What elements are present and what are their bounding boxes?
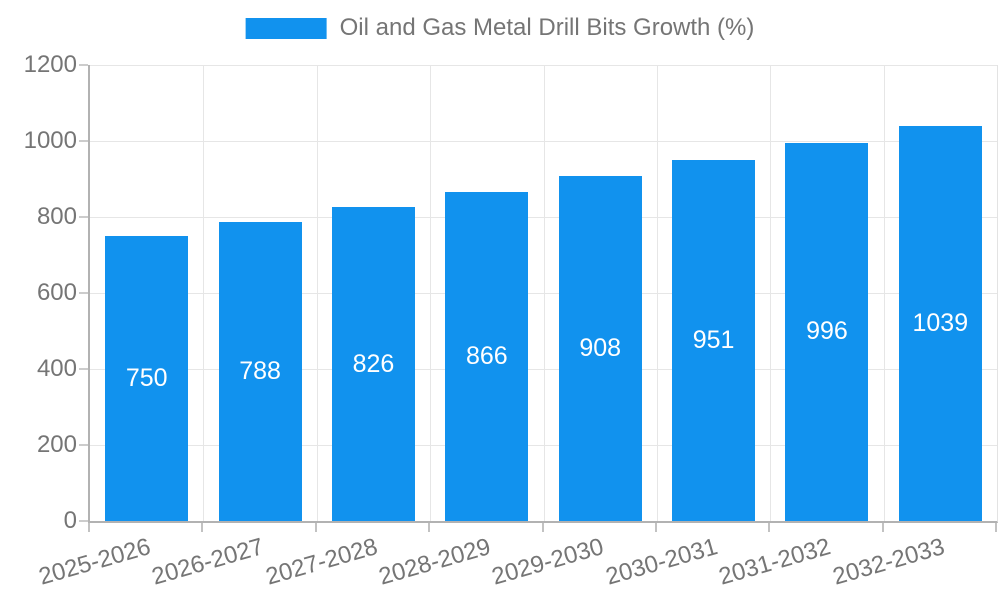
y-axis-tick <box>79 368 88 370</box>
x-axis-tick-label: 2025-2026 <box>35 533 154 591</box>
x-axis-tick <box>541 523 544 532</box>
legend-swatch-icon <box>245 17 327 39</box>
legend-label: Oil and Gas Metal Drill Bits Growth (%) <box>339 14 755 41</box>
x-axis-tick <box>881 523 884 532</box>
y-axis-tick-label: 600 <box>36 279 77 306</box>
x-axis-tick-label: 2026-2027 <box>149 533 267 591</box>
x-gridline <box>883 65 885 521</box>
bar-value-label: 788 <box>239 356 281 385</box>
plot-area: 0 200 400 600 800 1000 1200 750 788 826 866 908 951 9… <box>24 53 998 591</box>
bar-value-label: 1039 <box>912 309 969 338</box>
x-axis-tick-label: 2027-2028 <box>262 533 381 591</box>
x-gridline <box>430 65 432 521</box>
bar-value-label: 866 <box>465 341 508 370</box>
x-gridline <box>316 65 318 521</box>
y-axis-tick-label: 1000 <box>23 127 77 154</box>
bar-2028-2029[interactable]: 866 <box>445 191 529 521</box>
x-axis-tick-label: 2031-2032 <box>716 533 834 591</box>
bar-2029-2030[interactable]: 908 <box>558 175 642 521</box>
x-axis-tick <box>768 523 771 532</box>
y-axis-tick <box>79 140 88 142</box>
bar-2030-2031[interactable]: 951 <box>672 159 756 521</box>
bar-value-label: 951 <box>692 325 735 354</box>
x-axis-tick <box>201 523 204 532</box>
x-axis-tick-label: 2030-2031 <box>602 533 721 591</box>
y-axis-tick <box>79 216 88 218</box>
bar-value-label: 826 <box>352 349 395 378</box>
x-gridline <box>656 65 658 521</box>
x-axis-tick <box>428 523 431 532</box>
y-axis-tick <box>79 520 88 522</box>
bar-value-label: 750 <box>125 364 168 392</box>
y-axis-tick-label: 1200 <box>23 51 77 78</box>
bar-value-label: 908 <box>579 333 622 362</box>
x-axis-tick-label: 2029-2030 <box>489 533 608 591</box>
bar-2027-2028[interactable]: 826 <box>331 207 415 521</box>
y-axis-tick-label: 400 <box>36 355 77 382</box>
y-axis-tick-label: 200 <box>36 431 77 458</box>
x-gridline <box>543 65 545 521</box>
chart-legend[interactable]: Oil and Gas Metal Drill Bits Growth (%) <box>245 14 755 42</box>
x-axis-tick <box>314 523 317 532</box>
bar-2032-2033[interactable]: 1039 <box>898 126 982 521</box>
y-axis-tick <box>79 444 88 446</box>
x-axis-tick-label: 2032-2033 <box>829 533 948 591</box>
bar-2025-2026[interactable]: 750 <box>105 236 189 521</box>
x-axis-tick <box>88 523 90 532</box>
y-axis-tick-label: 0 <box>63 507 77 534</box>
x-axis-tick-label: 2028-2029 <box>375 533 494 591</box>
bar-value-label: 996 <box>806 317 848 346</box>
x-gridline <box>203 65 205 521</box>
y-axis-tick-label: 800 <box>36 203 77 230</box>
y-axis-tick <box>79 292 88 294</box>
bar-2031-2032[interactable]: 996 <box>785 142 869 521</box>
x-axis-tick <box>654 523 657 532</box>
x-gridline <box>770 65 772 521</box>
bar-2026-2027[interactable]: 788 <box>218 221 302 521</box>
y-axis-tick <box>79 64 88 66</box>
x-axis-tick <box>995 523 997 532</box>
